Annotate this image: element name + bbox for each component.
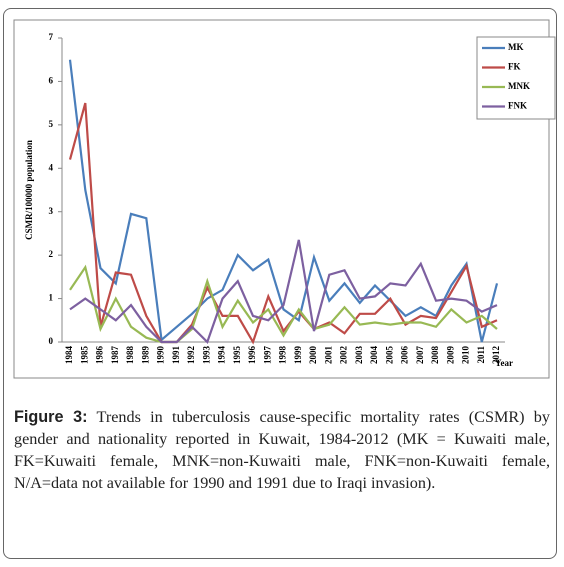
x-tick-label: 1994 — [217, 346, 227, 365]
x-axis-label: Year — [495, 358, 513, 368]
x-tick-label: 2003 — [354, 346, 364, 365]
y-tick-label: 2 — [49, 249, 54, 259]
y-tick-label: 4 — [49, 162, 54, 172]
x-tick-label: 1988 — [125, 346, 135, 365]
y-tick-label: 6 — [49, 75, 54, 85]
x-tick-label: 1985 — [79, 346, 89, 365]
x-tick-label: 1996 — [247, 346, 257, 365]
chart-border — [13, 19, 550, 379]
x-tick-label: 1986 — [95, 346, 105, 365]
y-axis-label: CSMR/100000 population — [24, 140, 34, 240]
y-tick-label: 3 — [49, 206, 54, 216]
x-tick-label: 1984 — [64, 346, 74, 365]
x-tick-label: 1998 — [278, 346, 288, 365]
x-tick-label: 1999 — [293, 346, 303, 365]
x-tick-label: 2008 — [430, 346, 440, 365]
x-tick-label: 2001 — [323, 346, 333, 365]
x-tick-label: 1995 — [232, 346, 242, 365]
x-tick-label: 2002 — [339, 346, 349, 365]
x-tick-label: 1993 — [201, 346, 211, 365]
caption-text: Trends in tuberculosis cause-specific mo… — [14, 408, 550, 492]
x-tick-label: 2009 — [445, 346, 455, 365]
caption-label: Figure 3: — [14, 408, 88, 426]
caption: Figure 3: Trends in tuberculosis cause-s… — [14, 406, 550, 494]
x-tick-label: 1997 — [262, 346, 272, 365]
series-line — [69, 239, 498, 345]
y-tick-label: 7 — [49, 32, 54, 42]
series-line — [68, 59, 499, 343]
legend-box — [476, 36, 556, 120]
x-tick-label: 1987 — [110, 346, 120, 365]
figure-frame — [3, 8, 557, 559]
x-tick-label: 1991 — [171, 346, 181, 365]
x-tick-label: 2005 — [384, 346, 394, 365]
x-tick-label: 1989 — [140, 346, 150, 365]
x-tick-label: 2006 — [400, 346, 410, 365]
x-tick-label: 2012 — [491, 346, 501, 365]
x-tick-label: 2007 — [415, 346, 425, 365]
y-tick-label: 0 — [49, 336, 54, 346]
legend-label: FK — [508, 62, 521, 72]
legend-label: MK — [508, 42, 524, 52]
series-line — [68, 102, 498, 345]
x-tick-label: 2010 — [461, 346, 471, 365]
x-tick-label: 2004 — [369, 346, 379, 365]
x-tick-label: 1990 — [156, 346, 166, 365]
legend-label: MNK — [508, 81, 530, 91]
legend-label: FNK — [508, 101, 527, 111]
y-tick-label: 1 — [49, 293, 54, 303]
chart: CSMR/100000 population Year 0 1 2 3 4 5 6 7 1984… — [13, 19, 556, 379]
x-tick-label: 2011 — [476, 346, 486, 364]
y-tick-label: 5 — [49, 119, 54, 129]
x-tick-label: 2000 — [308, 346, 318, 365]
series-line — [69, 264, 498, 344]
x-tick-label: 1992 — [186, 346, 196, 365]
